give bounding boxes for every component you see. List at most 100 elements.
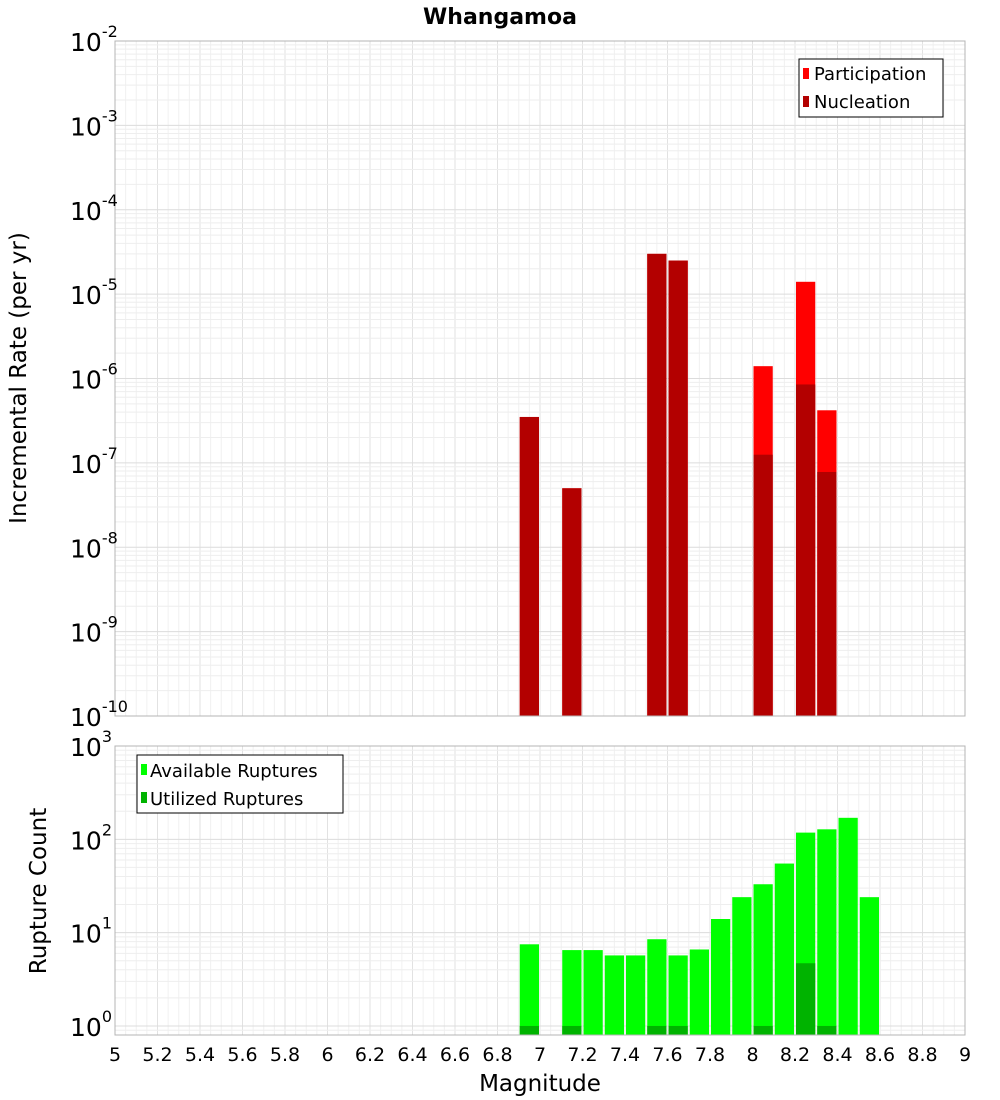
legend-swatch-nucleation: [803, 96, 809, 107]
count-bar-utilized-ruptures: [753, 1025, 773, 1035]
rate-bar-nucleation: [817, 471, 837, 716]
y-tick-label: 10-10: [70, 697, 128, 732]
rate-bar-nucleation: [647, 253, 667, 716]
y-tick-base: 10: [70, 733, 102, 762]
top-plot-frame: [114, 40, 966, 717]
count-bar-available-ruptures: [647, 939, 667, 1035]
legend-label-nucleation: Nucleation: [814, 92, 910, 113]
x-tick-label: 7.2: [567, 1044, 597, 1066]
y-tick-exponent: 1: [102, 914, 112, 933]
count-bar-available-ruptures: [817, 829, 837, 1035]
y-tick-exponent: 2: [102, 820, 112, 839]
x-tick-label: 5.4: [185, 1044, 215, 1066]
y-tick-exponent: -2: [102, 22, 118, 41]
legend-label-utilized: Utilized Ruptures: [150, 789, 303, 810]
bottom-plot-frame: [114, 745, 966, 1036]
top-bars: [519, 253, 837, 716]
y-tick-base: 10: [70, 450, 102, 479]
x-tick-label: 6.2: [355, 1044, 385, 1066]
top-legend-box: [798, 58, 944, 118]
count-bar-available-ruptures: [732, 897, 752, 1035]
y-tick-label: 10-2: [70, 22, 118, 57]
x-tick-label: 7.4: [610, 1044, 640, 1066]
x-tick-label: 6: [321, 1044, 333, 1066]
x-tick-label: 8.6: [865, 1044, 895, 1066]
y-tick-exponent: 3: [102, 727, 112, 746]
y-tick-label: 103: [70, 727, 112, 762]
x-tick-label: 6.6: [440, 1044, 470, 1066]
count-bar-available-ruptures: [838, 817, 858, 1035]
x-tick-label: 8: [746, 1044, 758, 1066]
count-bar-available-ruptures: [604, 955, 624, 1035]
count-bar-utilized-ruptures: [817, 1025, 837, 1035]
y-tick-label: 10-6: [70, 360, 118, 395]
y-tick-label: 10-8: [70, 528, 118, 563]
y-tick-exponent: -5: [102, 275, 118, 294]
y-tick-base: 10: [70, 1013, 102, 1042]
y-tick-exponent: 0: [102, 1007, 112, 1026]
y-tick-label: 100: [70, 1007, 112, 1042]
x-tick-label: 6.4: [397, 1044, 427, 1066]
y-tick-label: 10-4: [70, 191, 118, 226]
x-tick-label: 5.2: [142, 1044, 172, 1066]
y-tick-base: 10: [70, 703, 102, 732]
y-tick-label: 102: [70, 820, 112, 855]
rate-bar-nucleation: [519, 416, 539, 716]
y-tick-exponent: -4: [102, 191, 118, 210]
bottom-bars: [519, 817, 879, 1035]
count-bar-available-ruptures: [689, 949, 709, 1035]
x-tick-label: 5.6: [227, 1044, 257, 1066]
legend-swatch-utilized: [141, 792, 147, 803]
count-bar-utilized-ruptures: [562, 1025, 582, 1035]
rate-bar-nucleation: [562, 488, 582, 716]
legend-label-available: Available Ruptures: [150, 761, 318, 782]
y-tick-label: 10-3: [70, 106, 118, 141]
legend-swatch-participation: [803, 68, 809, 79]
rate-bar-nucleation: [796, 384, 816, 716]
y-tick-exponent: -6: [102, 360, 118, 379]
x-tick-label: 6.8: [482, 1044, 512, 1066]
y-tick-exponent: -10: [102, 697, 128, 716]
count-bar-available-ruptures: [562, 950, 582, 1035]
y-tick-exponent: -9: [102, 613, 118, 632]
y-tick-base: 10: [70, 920, 102, 949]
y-tick-label: 101: [70, 914, 112, 949]
count-bar-available-ruptures: [668, 955, 688, 1035]
y-tick-exponent: -7: [102, 444, 118, 463]
y-tick-base: 10: [70, 619, 102, 648]
y-tick-exponent: -3: [102, 106, 118, 125]
bottom-y-axis-label: Rupture Count: [26, 808, 52, 974]
y-tick-base: 10: [70, 281, 102, 310]
rate-bar-nucleation: [668, 260, 688, 716]
count-bar-available-ruptures: [711, 919, 731, 1035]
top-legend: Participation Nucleation: [798, 58, 944, 118]
x-tick-label: 9: [959, 1044, 971, 1066]
count-bar-utilized-ruptures: [796, 963, 816, 1035]
legend-label-participation: Participation: [814, 64, 926, 85]
count-bar-available-ruptures: [859, 897, 879, 1035]
x-tick-label: 5: [109, 1044, 121, 1066]
legend-swatch-available: [141, 764, 147, 775]
x-tick-label: 5.8: [270, 1044, 300, 1066]
y-tick-base: 10: [70, 826, 102, 855]
top-grid: [114, 40, 966, 717]
y-tick-label: 10-5: [70, 275, 118, 310]
count-bar-available-ruptures: [583, 950, 603, 1035]
y-tick-label: 10-9: [70, 613, 118, 648]
count-bar-available-ruptures: [626, 955, 646, 1035]
count-bar-available-ruptures: [774, 863, 794, 1035]
count-bar-utilized-ruptures: [519, 1025, 539, 1035]
x-axis-label: Magnitude: [479, 1071, 601, 1097]
y-tick-base: 10: [70, 534, 102, 563]
x-tick-label: 7: [534, 1044, 546, 1066]
y-tick-base: 10: [70, 28, 102, 57]
x-tick-label: 7.6: [652, 1044, 682, 1066]
count-bar-utilized-ruptures: [647, 1025, 667, 1035]
count-bar-available-ruptures: [753, 884, 773, 1035]
x-tick-labels: 5 5.2 5.4 5.6 5.8 6 6.2 6.4 6.6 6.8 7 7.2 7.4 7.6 7.8 8…: [109, 1044, 971, 1066]
x-tick-label: 8.8: [907, 1044, 937, 1066]
count-bar-utilized-ruptures: [668, 1025, 688, 1035]
count-bar-available-ruptures: [519, 944, 539, 1035]
